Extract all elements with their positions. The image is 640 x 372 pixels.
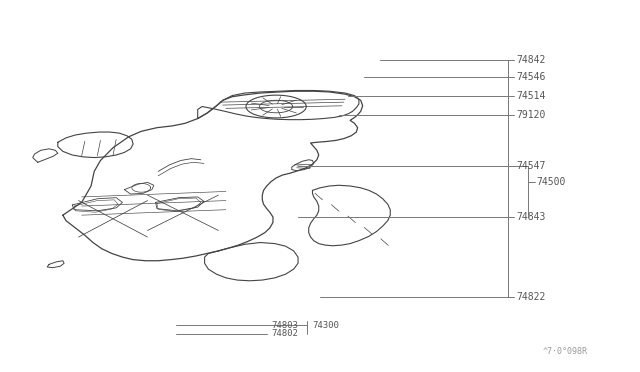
Text: 74546: 74546: [516, 72, 546, 81]
Text: 74802: 74802: [272, 329, 299, 338]
Text: 74843: 74843: [516, 212, 546, 222]
Text: 74514: 74514: [516, 91, 546, 100]
Text: 74822: 74822: [516, 292, 546, 302]
Text: 74547: 74547: [516, 161, 546, 171]
Text: 74842: 74842: [516, 55, 546, 65]
Text: ^7·0°098R: ^7·0°098R: [543, 347, 588, 356]
Text: 74803: 74803: [272, 321, 299, 330]
Text: 74500: 74500: [536, 177, 566, 187]
Text: 74300: 74300: [312, 321, 339, 330]
Text: 79120: 79120: [516, 110, 546, 120]
